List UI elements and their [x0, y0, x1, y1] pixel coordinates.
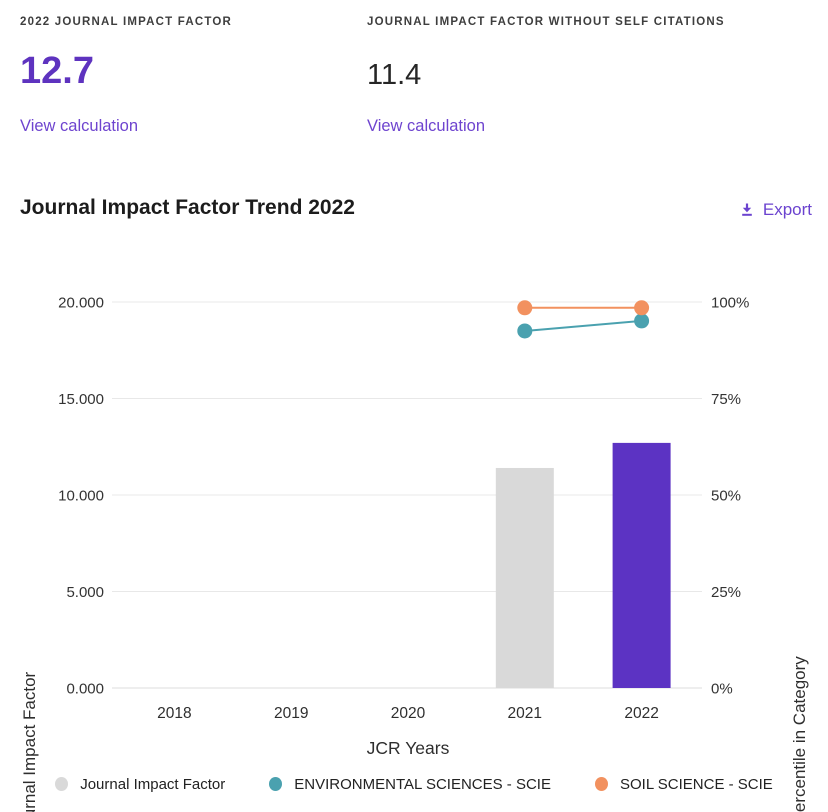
jif-metric: 2022 JOURNAL IMPACT FACTOR 12.7 View cal… — [20, 16, 233, 135]
x-axis-tick: 2018 — [157, 705, 191, 722]
data-point[interactable] — [634, 313, 650, 329]
export-label: Export — [762, 200, 812, 219]
download-icon — [739, 202, 755, 218]
left-axis-tick: 5.000 — [66, 584, 104, 601]
left-axis-tick: 20.000 — [58, 295, 104, 312]
jif-no-self-citations-metric: JOURNAL IMPACT FACTOR WITHOUT SELF CITAT… — [367, 16, 725, 135]
right-axis-tick: 25% — [711, 584, 741, 601]
x-axis-title: JCR Years — [367, 738, 450, 758]
data-point[interactable] — [517, 323, 533, 339]
left-axis-tick: 0.000 — [66, 681, 104, 698]
jif-metric-label: 2022 JOURNAL IMPACT FACTOR — [20, 16, 233, 28]
jif-no-self-citations-label: JOURNAL IMPACT FACTOR WITHOUT SELF CITAT… — [367, 16, 725, 28]
right-axis-tick: 75% — [711, 391, 741, 408]
bar-2021[interactable] — [495, 467, 554, 688]
legend-label: ENVIRONMENTAL SCIENCES - SCIE — [294, 775, 551, 793]
data-point[interactable] — [517, 300, 533, 316]
x-axis-tick: 2021 — [508, 705, 542, 722]
legend-item[interactable]: ENVIRONMENTAL SCIENCES - SCIE — [269, 776, 551, 793]
legend-swatch — [594, 777, 608, 791]
trend-chart-canvas: 0.000 0% 5.000 25% 10.000 50% 15.000 75% 20.000 1… — [58, 295, 749, 759]
trend-line — [524, 319, 642, 332]
legend-label: SOIL SCIENCE - SCIE — [619, 775, 773, 793]
x-axis-tick: 2019 — [274, 705, 308, 722]
right-axis-tick: 50% — [711, 488, 741, 505]
export-button[interactable]: Export — [739, 200, 812, 220]
left-axis-tick: 15.000 — [58, 391, 104, 408]
data-point[interactable] — [634, 300, 650, 316]
jif-no-self-citations-view-calculation-link[interactable]: View calculation — [367, 117, 486, 135]
legend-item[interactable]: SOIL SCIENCE - SCIE — [594, 775, 773, 793]
right-axis-tick: 0% — [711, 681, 733, 698]
jif-trend-chart: 0.000 0% 5.000 25% 10.000 50% 15.000 75% 20.000 1… — [0, 260, 828, 812]
legend-item[interactable]: Journal Impact Factor — [55, 776, 225, 793]
legend-label: Journal Impact Factor — [80, 775, 226, 793]
bar-2022[interactable] — [612, 442, 671, 688]
right-axis-tick: 100% — [711, 295, 749, 312]
x-axis-tick: 2022 — [624, 705, 658, 722]
jif-no-self-citations-value: 11.4 — [367, 59, 422, 91]
jif-view-calculation-link[interactable]: View calculation — [20, 117, 139, 135]
x-axis-tick: 2020 — [391, 705, 426, 722]
left-axis-tick: 10.000 — [58, 488, 104, 505]
legend-swatch — [269, 777, 283, 791]
trend-section-title: Journal Impact Factor Trend 2022 — [20, 196, 355, 219]
legend-swatch — [55, 777, 69, 791]
chart-legend: Journal Impact Factor ENVIRONMENTAL SCIEN… — [0, 769, 828, 799]
jif-metric-value: 12.7 — [20, 50, 94, 92]
